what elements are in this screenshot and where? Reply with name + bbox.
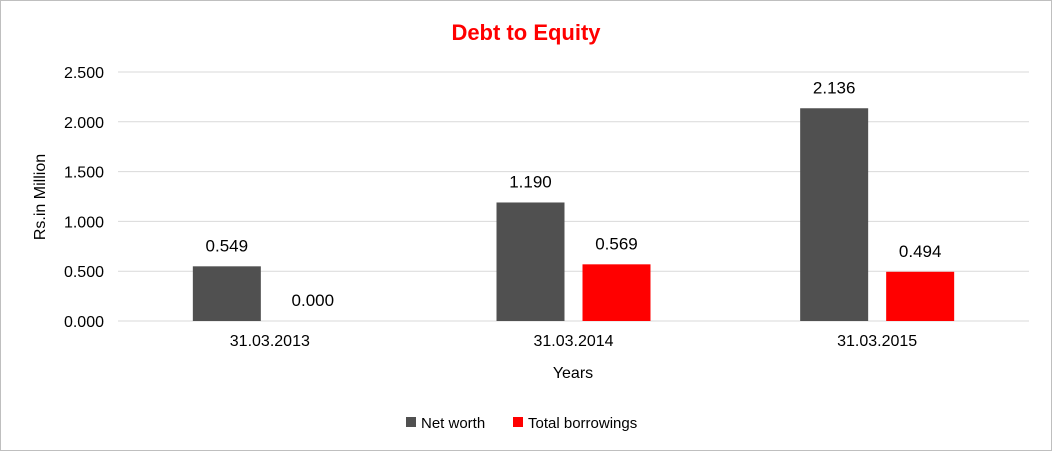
legend-swatch [406, 417, 416, 427]
bar-net-worth [496, 202, 565, 321]
x-axis-title: Years [553, 365, 593, 382]
y-axis-ticks: 0.000 0.500 1.000 1.500 2.000 2.500 [64, 65, 104, 331]
x-tick-label: 31.03.2014 [533, 333, 613, 350]
chart-title: Debt to Equity [451, 20, 601, 45]
y-tick-label: 2.500 [64, 65, 104, 82]
y-tick-label: 2.000 [64, 115, 104, 132]
legend-label: Net worth [421, 415, 485, 432]
data-label: 0.549 [206, 236, 249, 255]
data-label: 2.136 [813, 78, 856, 97]
data-label: 0.569 [595, 234, 638, 253]
x-tick-label: 31.03.2013 [230, 333, 310, 350]
legend-swatch [513, 417, 523, 427]
bar-total-borrowings [886, 271, 955, 321]
data-labels: 0.549 0.000 1.190 0.569 2.136 0.494 [206, 78, 942, 310]
legend-label: Total borrowings [528, 415, 637, 432]
y-tick-label: 0.500 [64, 264, 104, 281]
x-axis-ticks: 31.03.2013 31.03.2014 31.03.2015 [230, 333, 918, 350]
bar-net-worth [192, 266, 261, 321]
bars [192, 108, 955, 322]
bar-total-borrowings [582, 264, 651, 321]
legend: Net worth Total borrowings [406, 415, 637, 432]
data-label: 0.494 [899, 242, 942, 261]
gridlines [118, 71, 1029, 322]
y-tick-label: 1.000 [64, 214, 104, 231]
y-tick-label: 1.500 [64, 165, 104, 182]
data-label: 1.190 [509, 172, 552, 191]
bar-net-worth [800, 108, 869, 322]
x-tick-label: 31.03.2015 [837, 333, 917, 350]
y-axis-title: Rs.in Million [32, 154, 49, 240]
data-label: 0.000 [292, 291, 335, 310]
y-tick-label: 0.000 [64, 314, 104, 331]
